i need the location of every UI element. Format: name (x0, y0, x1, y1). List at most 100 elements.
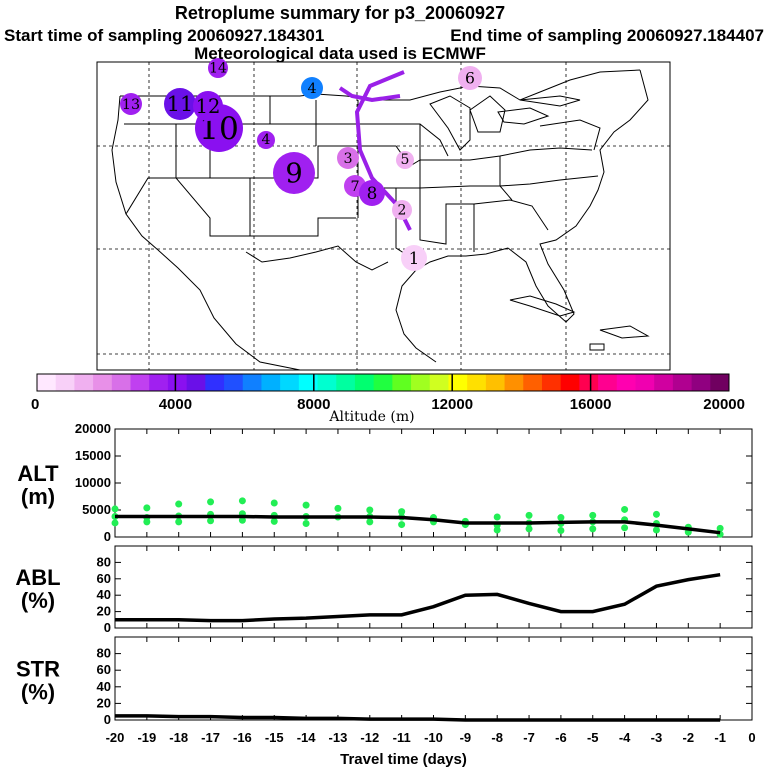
x-tick-label: -18 (169, 730, 188, 745)
altitude-scatter-point (238, 497, 246, 505)
altitude-scatter-point (334, 504, 342, 512)
end-time-label: End time of sampling 20060927.184407 (450, 26, 764, 45)
plume-label: 4 (307, 81, 316, 97)
panel-label-unit: (%) (21, 588, 55, 613)
x-tick-label: -9 (460, 730, 472, 745)
plume-marker (359, 180, 385, 206)
map-outline (519, 95, 581, 107)
series-line (115, 572, 721, 623)
x-tick-label: -5 (587, 730, 599, 745)
plume-label: 1 (409, 248, 420, 268)
figure-title: Retroplume summary for p3_20060927 (175, 3, 505, 23)
colorbar-tick-label: 4000 (159, 396, 192, 413)
y-tick-label: 60 (97, 571, 111, 586)
altitude-scatter-point (589, 511, 597, 519)
map-outline (419, 188, 475, 252)
colorbar-swatch (130, 374, 150, 391)
colorbar-swatch (336, 374, 356, 391)
map-outline (120, 69, 641, 101)
y-tick-label: 40 (97, 679, 111, 694)
altitude-scatter-point (652, 526, 660, 534)
map-outline (111, 95, 159, 251)
colorbar-swatch (560, 374, 580, 391)
plume-marker (401, 245, 427, 271)
altitude-scatter-point (525, 525, 533, 533)
y-tick-label: 80 (97, 646, 111, 661)
panel-label: STR (16, 657, 60, 682)
plume-label: 9 (285, 158, 302, 189)
series-line (115, 714, 721, 722)
colorbar-swatch (635, 374, 655, 391)
colorbar-swatch (280, 374, 300, 391)
altitude-scatter-point (270, 517, 278, 525)
x-tick-label: -17 (201, 730, 220, 745)
plume-marker (273, 152, 315, 194)
start-time-label: Start time of sampling 20060927.184301 (4, 26, 324, 45)
x-tick-label: -2 (683, 730, 695, 745)
altitude-scatter-point (398, 521, 406, 529)
altitude-scatter-point (111, 505, 119, 513)
x-tick-label: -19 (137, 730, 156, 745)
altitude-scatter-point (111, 519, 119, 527)
altitude-scatter-point (366, 518, 374, 526)
x-tick-label: -4 (619, 730, 631, 745)
colorbar-swatch (186, 374, 206, 391)
x-tick-label: -14 (297, 730, 317, 745)
panel-label-unit: (m) (21, 484, 55, 509)
colorbar-swatch (672, 374, 693, 391)
altitude-scatter-point (716, 524, 724, 532)
map-coastlines (111, 69, 650, 371)
colorbar-swatch (167, 374, 188, 391)
altitude-scatter-point (525, 511, 533, 519)
colorbar-swatch (149, 374, 169, 391)
altitude-scatter-point (302, 501, 310, 509)
plume-marker (458, 66, 482, 90)
map-outline (125, 177, 210, 215)
altitude-scatter-point (652, 510, 660, 518)
altitude-scatter-point (557, 514, 565, 522)
colorbar-swatch (541, 374, 562, 391)
plume-marker (392, 200, 412, 220)
y-tick-label: 0 (104, 712, 111, 727)
x-tick-label: -1 (714, 730, 726, 745)
plume-marker (208, 58, 228, 78)
colorbar-tick-label: 16000 (570, 396, 612, 413)
y-tick-label: 20000 (75, 421, 111, 436)
panel-label: ALT (17, 461, 59, 486)
altitude-scatter-point (493, 513, 501, 521)
altitude-scatter-point (175, 500, 183, 508)
y-tick-label: 10000 (75, 475, 111, 490)
colorbar-tick-label: 8000 (297, 396, 330, 413)
x-tick-label: -6 (555, 730, 567, 745)
plume-label: 2 (398, 203, 407, 219)
colorbar-swatch (373, 374, 393, 391)
colorbar-swatch (598, 374, 618, 391)
y-tick-label: 60 (97, 662, 111, 677)
colorbar-swatch (485, 374, 506, 391)
colorbar-swatch (298, 374, 319, 391)
y-tick-label: 20 (97, 604, 111, 619)
colorbar-swatch (317, 374, 337, 391)
altitude-scatter-point (621, 505, 629, 513)
map-outline (539, 119, 601, 151)
map-outline (245, 245, 389, 271)
plume-label: 5 (401, 152, 410, 168)
plume-label: 11 (167, 92, 193, 116)
x-tick-label: -10 (424, 730, 443, 745)
altitude-scatter-point (621, 524, 629, 532)
map-outline (589, 343, 605, 351)
colorbar-swatch (242, 374, 262, 391)
altitude-scatter-point (270, 499, 278, 507)
plume-label: 3 (343, 151, 352, 167)
y-tick-label: 0 (104, 620, 111, 635)
colorbar-swatch (467, 374, 487, 391)
x-tick-label: -13 (329, 730, 348, 745)
map-outline (473, 199, 549, 231)
colorbar-swatch (448, 374, 468, 391)
colorbar-frame (36, 373, 730, 392)
map-outline (497, 107, 550, 125)
x-tick-label: -15 (265, 730, 284, 745)
colorbar-swatch (429, 374, 449, 391)
y-tick-label: 20 (97, 695, 111, 710)
